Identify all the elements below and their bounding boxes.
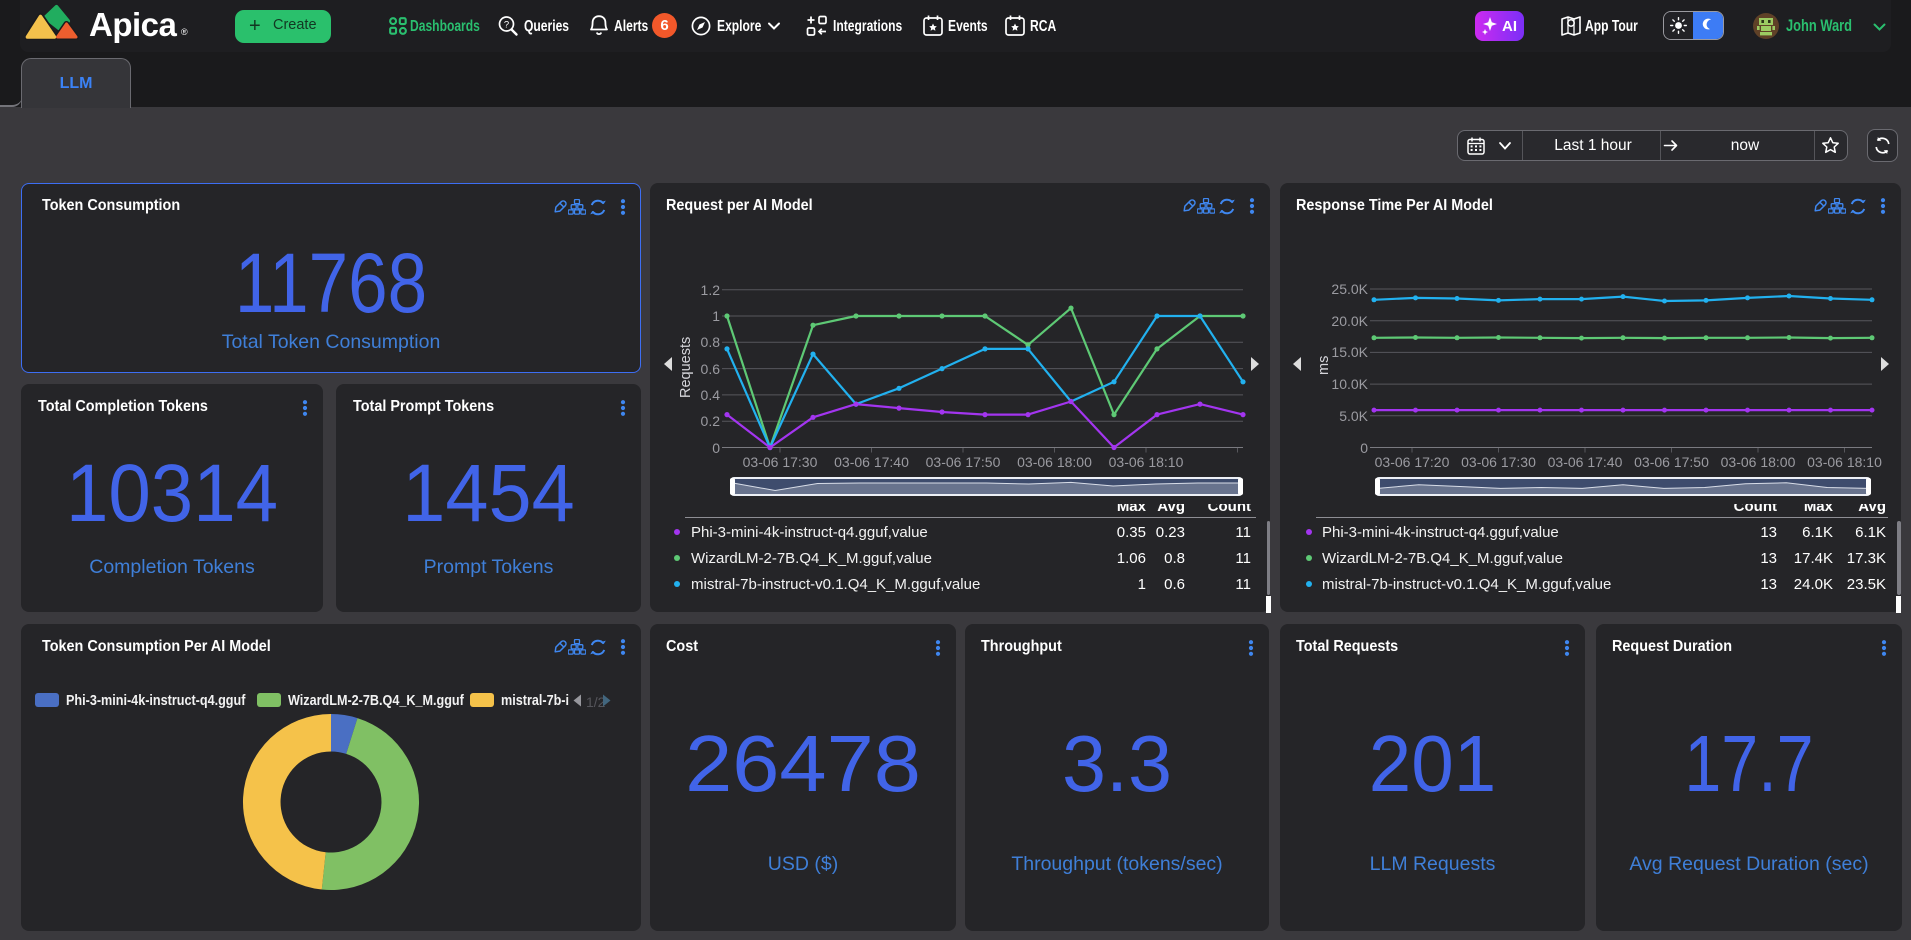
svg-text:?: ? xyxy=(504,19,509,30)
